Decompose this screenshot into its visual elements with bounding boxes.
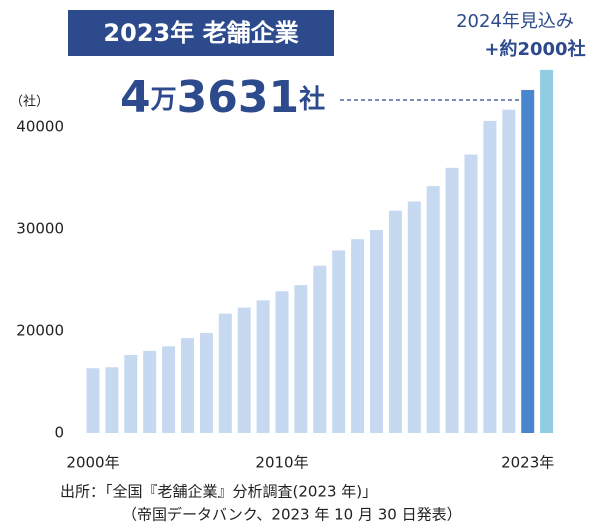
chart-title: 2023年 老舗企業 (103, 19, 298, 47)
headline-part: 万 (151, 85, 177, 115)
bar (370, 230, 383, 433)
bar (162, 346, 176, 433)
bar (105, 367, 119, 433)
headline: 4万3631社 (120, 72, 325, 123)
source: 出所：「全国『老舗企業』分析調査(2023 年)」 (60, 483, 377, 501)
x-tick-label: 2023年 (501, 454, 554, 472)
bar (313, 265, 327, 433)
bar (502, 109, 516, 433)
bar (483, 120, 497, 433)
y-tick-label: 30000 (16, 220, 64, 238)
y-unit: （社） (10, 94, 49, 110)
bar (407, 201, 421, 433)
headline-part: 社 (299, 84, 325, 115)
bar (237, 307, 251, 433)
title-box (68, 10, 334, 56)
bar (124, 354, 138, 433)
source: （帝国データバンク、2023 年 10 月 30 日発表） (122, 506, 462, 524)
bar (256, 300, 270, 433)
bar (294, 285, 308, 433)
bar (351, 239, 365, 433)
bar (332, 250, 346, 433)
bar (426, 186, 440, 433)
x-tick-label: 2000年 (66, 454, 119, 472)
bar (521, 89, 535, 433)
y-tick-label: 40000 (16, 118, 64, 136)
bar (86, 368, 100, 433)
headline-part: 4 (120, 72, 151, 123)
bar (445, 167, 459, 434)
forecast-note: 2024年見込み (456, 11, 574, 32)
bar (388, 210, 402, 433)
x-tick-label: 2010年 (255, 454, 308, 472)
bar (181, 338, 194, 433)
bar (275, 291, 289, 433)
y-tick-label: 0 (54, 424, 64, 442)
bar (218, 313, 232, 433)
bar (199, 333, 213, 433)
y-tick-label: 20000 (16, 322, 64, 340)
headline-part: 3631 (177, 72, 299, 123)
bar (143, 350, 157, 433)
bar (540, 69, 554, 433)
bar (464, 154, 478, 434)
forecast-note: +約2000社 (484, 38, 585, 60)
